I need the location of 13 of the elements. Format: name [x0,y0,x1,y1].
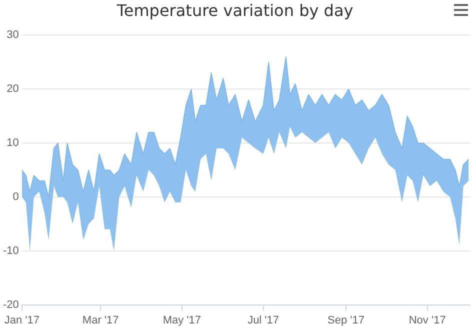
y-tick-label: 30 [6,29,19,42]
y-tick-label: 0 [12,190,19,203]
x-tick-label: Sep '17 [327,314,364,326]
chart-title: Temperature variation by day [116,0,354,20]
y-tick-label: 20 [6,83,19,96]
y-tick-label: -20 [2,298,19,311]
x-tick-label: Jan '17 [4,314,40,326]
x-tick-label: Jul '17 [248,314,280,326]
y-tick-label: -10 [2,244,19,257]
x-tick-label: May '17 [162,314,202,326]
x-tick-label: Nov '17 [408,314,446,326]
x-tick-label: Mar '17 [82,314,119,326]
y-tick-label: 10 [6,137,19,150]
